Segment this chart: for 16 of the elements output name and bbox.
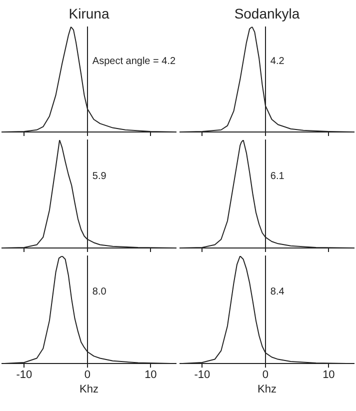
- x-axis-title: Khz: [80, 383, 98, 396]
- annotation: 8.0: [92, 286, 107, 298]
- annotation: 5.9: [92, 170, 107, 182]
- chart-title: Kiruna: [68, 5, 110, 22]
- x-axis-title: Khz: [258, 383, 276, 396]
- x-tick-label: 0: [84, 369, 90, 382]
- x-tick-label: -10: [194, 369, 210, 382]
- annotation: 8.4: [270, 286, 285, 298]
- x-tick-label: 10: [144, 369, 157, 382]
- x-tick-label: -10: [16, 369, 32, 382]
- annotation: Aspect angle = 4.2: [92, 56, 176, 68]
- annotation: 6.1: [270, 170, 285, 182]
- annotation: 4.2: [270, 56, 285, 68]
- chart-title: Sodankyla: [234, 5, 300, 22]
- x-tick-label: 10: [322, 369, 335, 382]
- x-tick-label: 0: [262, 369, 268, 382]
